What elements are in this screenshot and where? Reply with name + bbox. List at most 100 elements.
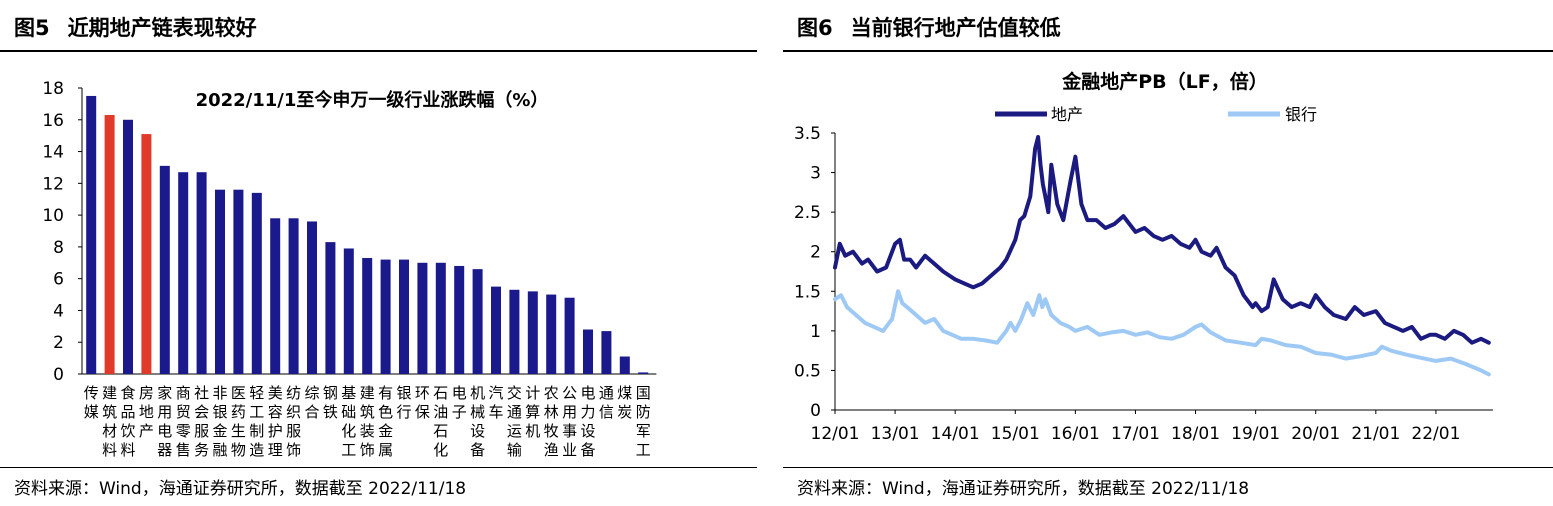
figure-6-heading: 图6 当前银行地产估值较低 <box>797 12 1061 42</box>
bar-公用事业 <box>564 297 575 374</box>
bar-category-label-char: 算 <box>525 403 540 421</box>
line-x-tick-label: 16/01 <box>1051 424 1100 444</box>
bar-交通运输 <box>509 289 520 374</box>
figure-5-bottom-rule <box>0 467 757 468</box>
bar-category-label-char: 公 <box>562 384 577 402</box>
line-y-tick-label: 2.5 <box>794 203 821 223</box>
bar-汽车 <box>491 286 501 374</box>
bar-category-label-char: 军 <box>636 422 651 440</box>
bar-房地产 <box>141 134 152 374</box>
bar-category-label-char: 化 <box>433 441 448 459</box>
bar-category-label-char: 电 <box>157 422 172 440</box>
bar-category-label-char: 业 <box>562 441 577 459</box>
bar-category-label-char: 物 <box>231 441 246 459</box>
line-y-tick-label: 1 <box>810 322 821 342</box>
figure-5-heading: 图5 近期地产链表现较好 <box>14 12 257 42</box>
bar-category-label-char: 防 <box>636 403 651 421</box>
figure-6-title: 当前银行地产估值较低 <box>850 16 1061 40</box>
line-x-tick-label: 17/01 <box>1111 424 1160 444</box>
bar-category-label-char: 国 <box>636 384 651 402</box>
bar-category-label-char: 炭 <box>617 403 632 421</box>
bar-category-label-char: 非 <box>212 384 227 402</box>
bar-category-label-char: 传 <box>84 384 99 402</box>
bar-category-label-char: 房 <box>139 384 154 402</box>
bar-医药生物 <box>233 189 244 374</box>
figure-6-number: 图6 <box>797 16 833 40</box>
bar-category-label-char: 金 <box>212 422 227 440</box>
bar-有色金属 <box>380 259 391 374</box>
bar-category-label-char: 务 <box>194 441 209 459</box>
line-x-tick-label: 15/01 <box>991 424 1040 444</box>
bar-category-label-char: 银 <box>212 403 227 421</box>
line-y-tick-label: 1.5 <box>794 282 821 302</box>
bar-category-label-char: 药 <box>231 403 246 421</box>
bar-category-label-char: 保 <box>415 403 430 421</box>
bar-category-label-char: 融 <box>212 441 227 459</box>
bar-农林牧渔 <box>546 294 557 374</box>
industry-returns-bar-chart: 0 2 4 6 8 10 12 14 16 18 2022/11/1至今申万一级行业涨跌幅（%） 传媒… <box>42 79 657 459</box>
bar-category-label-char: 计 <box>525 384 540 402</box>
bar-category-label-char: 牧 <box>544 422 559 440</box>
bar-category-label-char: 信 <box>599 403 614 421</box>
bar-category-label-char: 饰 <box>286 441 301 459</box>
bar-category-label-char: 银 <box>396 384 411 402</box>
bar-y-tick-label: 18 <box>42 79 64 99</box>
line-x-tick-label: 22/01 <box>1411 424 1460 444</box>
bar-chart-title: 2022/11/1至今申万一级行业涨跌幅（%） <box>196 89 549 111</box>
bar-轻工制造 <box>251 192 262 374</box>
bar-category-label-char: 筑 <box>102 403 117 421</box>
bar-y-tick-label: 8 <box>53 238 64 258</box>
bar-category-label-char: 石 <box>433 422 448 440</box>
bar-通信 <box>601 331 612 374</box>
bar-category-label-char: 织 <box>286 403 301 421</box>
bar-category-label-char: 理 <box>268 441 283 459</box>
bar-category-label-char: 备 <box>580 441 595 459</box>
bar-category-label-char: 电 <box>580 384 595 402</box>
bar-银行 <box>399 259 409 374</box>
bar-category-label-char: 林 <box>544 403 559 421</box>
bar-category-label-char: 服 <box>194 422 209 440</box>
series-line-银行 <box>833 289 1491 377</box>
bar-category-label-char: 运 <box>507 422 522 440</box>
figure-5-top-rule <box>0 50 757 52</box>
bar-category-label-char: 用 <box>157 403 172 421</box>
figure-5-number: 图5 <box>14 16 50 40</box>
bar-石油石化 <box>435 262 446 374</box>
bar-category-label-char: 属 <box>378 441 393 459</box>
bar-category-label-char: 煤 <box>617 384 632 402</box>
figure-5-panel: 图5 近期地产链表现较好 0 2 4 6 8 10 12 14 16 18 2022/11/1至今申万… <box>0 0 757 506</box>
bar-y-tick-label: 2 <box>53 333 64 353</box>
line-x-tick-label: 18/01 <box>1171 424 1220 444</box>
bar-category-label-char: 建 <box>102 384 117 402</box>
bar-category-label-char: 食 <box>120 384 135 402</box>
bar-category-label-char: 备 <box>470 441 485 459</box>
bar-category-label-char: 售 <box>176 441 191 459</box>
bar-category-label-char: 机 <box>525 422 540 440</box>
bar-category-label-char: 设 <box>580 422 595 440</box>
bar-category-label-char: 行 <box>396 403 411 421</box>
bar-category-label-char: 通 <box>599 384 614 402</box>
bar-category-label-char: 制 <box>249 422 264 440</box>
bar-计算机 <box>527 291 538 374</box>
bar-category-label-char: 社 <box>194 384 209 402</box>
bar-category-label-char: 事 <box>562 422 577 440</box>
bar-category-label-char: 化 <box>341 422 356 440</box>
bar-category-label-char: 纺 <box>286 384 301 402</box>
bar-y-tick-label: 0 <box>53 365 64 385</box>
bar-机械设备 <box>472 269 483 374</box>
bar-社会服务 <box>196 172 207 374</box>
bar-category-label-char: 料 <box>102 441 117 459</box>
bar-建筑装饰 <box>362 258 373 374</box>
bar-category-label-char: 造 <box>249 441 264 459</box>
bar-category-label-char: 色 <box>378 403 393 421</box>
bar-category-label-char: 钢 <box>323 384 338 402</box>
bar-煤炭 <box>619 356 630 374</box>
legend-label-银行: 银行 <box>1285 105 1317 124</box>
bar-建筑材料 <box>104 115 115 374</box>
bar-category-label-char: 筑 <box>360 403 375 421</box>
bar-category-label-char: 机 <box>470 384 485 402</box>
bar-category-label-char: 品 <box>120 403 135 421</box>
bar-category-label-char: 合 <box>304 403 319 421</box>
bar-category-label-char: 轻 <box>249 384 264 402</box>
bar-category-label-char: 电 <box>452 384 467 402</box>
